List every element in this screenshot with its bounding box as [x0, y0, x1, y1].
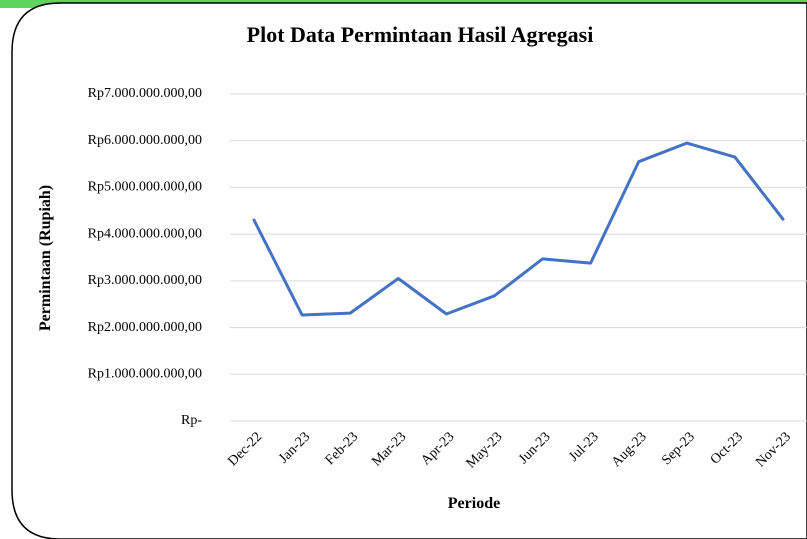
y-tick-label: Rp1.000.000.000,00: [88, 367, 202, 382]
y-tick-label: Rp-: [181, 413, 202, 428]
x-axis-label: Periode: [448, 495, 500, 512]
y-tick-label: Rp5.000.000.000,00: [88, 180, 202, 195]
data-line: [252, 141, 785, 317]
chart-title: Plot Data Permintaan Hasil Agregasi: [247, 22, 594, 47]
y-axis-label: Permintaan (Rupiah): [37, 185, 54, 331]
y-tick-label: Rp4.000.000.000,00: [88, 226, 202, 241]
y-tick-label: Rp7.000.000.000,00: [88, 86, 202, 101]
y-tick-label: Rp6.000.000.000,00: [88, 133, 202, 148]
chart-frame: [11, 2, 807, 539]
y-tick-label: Rp3.000.000.000,00: [88, 273, 202, 288]
y-tick-label: Rp2.000.000.000,00: [88, 320, 202, 335]
